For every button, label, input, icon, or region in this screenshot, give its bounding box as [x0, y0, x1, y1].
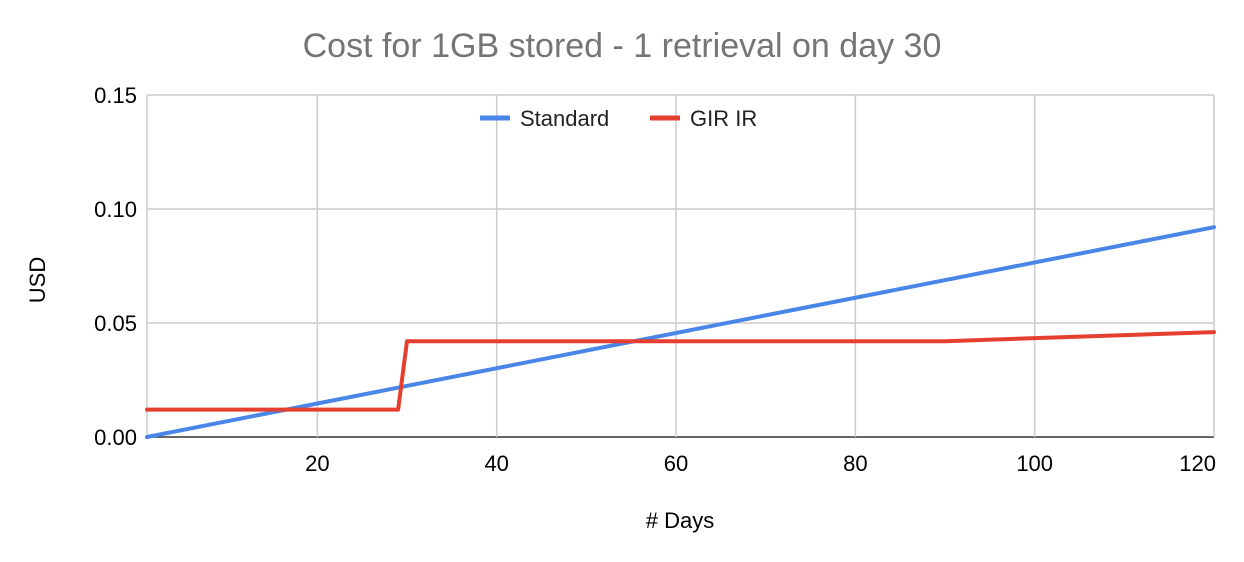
chart-title: Cost for 1GB stored - 1 retrieval on day…	[303, 27, 942, 65]
y-tick-label: 0.00	[94, 425, 137, 450]
series-line-gir-ir	[145, 330, 1216, 412]
x-tick-label: 120	[1179, 451, 1216, 476]
x-tick-label: 80	[843, 451, 867, 476]
x-tick-label: 60	[664, 451, 688, 476]
y-axis-title: USD	[25, 257, 50, 303]
y-tick-label: 0.10	[94, 197, 137, 222]
series-lines	[145, 225, 1216, 439]
y-tick-label: 0.05	[94, 311, 137, 336]
x-tick-label: 20	[305, 451, 329, 476]
legend: Standard GIR IR	[480, 106, 757, 131]
y-axis-ticks: 0.00 0.05 0.10 0.15	[94, 83, 137, 450]
legend-label: GIR IR	[690, 106, 757, 131]
x-axis-ticks: 20 40 60 80 100 120	[305, 451, 1216, 476]
grid-lines	[146, 94, 1215, 438]
x-tick-label: 100	[1016, 451, 1053, 476]
legend-label: Standard	[520, 106, 609, 131]
series-line-standard	[145, 225, 1216, 439]
x-tick-label: 40	[484, 451, 508, 476]
y-tick-label: 0.15	[94, 83, 137, 108]
x-axis-title: # Days	[646, 508, 714, 533]
